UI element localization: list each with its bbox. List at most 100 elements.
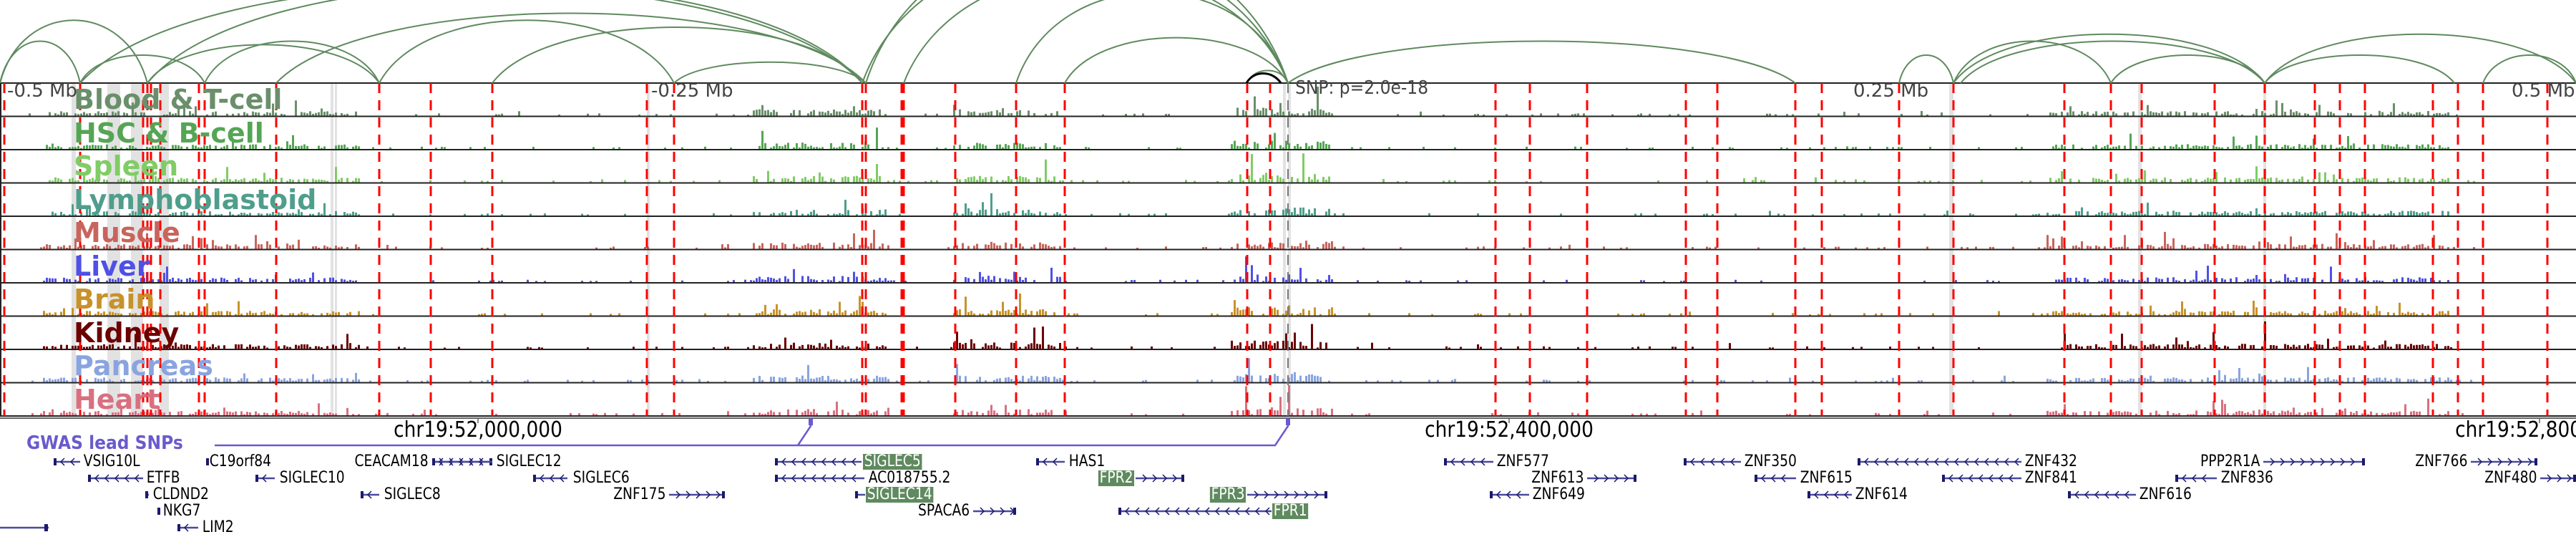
signal-bar: [2067, 344, 2069, 349]
signal-bar: [2347, 313, 2349, 316]
strand-arrow-icon: [448, 458, 454, 466]
signal-bar: [824, 380, 826, 382]
signal-bar: [323, 146, 326, 149]
gene-label[interactable]: PPP2R1A: [2200, 453, 2260, 470]
signal-bar: [2235, 212, 2238, 216]
signal-bar: [2215, 277, 2218, 282]
signal-bar: [2381, 412, 2384, 415]
signal-bar: [155, 410, 157, 415]
gene-label[interactable]: ZNF350: [1744, 453, 1797, 470]
signal-bar: [215, 145, 217, 149]
signal-bar: [1331, 113, 1333, 116]
signal-bar: [1102, 114, 1104, 116]
signal-bar: [292, 179, 294, 183]
gene-label[interactable]: SIGLEC5: [863, 453, 922, 470]
signal-bar: [1420, 111, 1422, 116]
signal-bar: [218, 345, 220, 349]
signal-bar: [175, 311, 177, 316]
strand-arrow-icon: [1943, 458, 1949, 466]
signal-bar: [226, 145, 228, 149]
signal-bar: [1242, 110, 1244, 116]
signal-bar: [100, 113, 102, 116]
gene-label[interactable]: CLDND2: [152, 485, 209, 503]
gene-label[interactable]: SIGLEC14: [866, 485, 934, 503]
gene-label[interactable]: FPR1: [1272, 502, 1309, 520]
signal-bar: [1039, 211, 1041, 216]
signal-bar: [89, 346, 91, 349]
gene-label[interactable]: SIGLEC12: [496, 453, 562, 470]
signal-bar: [2255, 109, 2258, 116]
signal-bar: [46, 313, 48, 316]
signal-bar: [1254, 142, 1256, 149]
gene-label[interactable]: ZNF613: [1531, 469, 1584, 487]
signal-bar: [163, 273, 165, 282]
gene-label[interactable]: ETFB: [146, 469, 180, 487]
signal-bar: [959, 342, 961, 349]
signal-bar: [870, 211, 872, 216]
signal-bar: [801, 246, 804, 249]
signal-bar: [859, 411, 861, 415]
signal-bar: [787, 142, 789, 149]
signal-bar: [63, 308, 65, 316]
gene-label[interactable]: ZNF836: [2220, 469, 2273, 487]
signal-bar: [2436, 344, 2438, 349]
signal-bar: [43, 281, 45, 282]
signal-bar: [870, 311, 872, 316]
signal-bar: [1909, 313, 1911, 316]
signal-bar: [987, 345, 990, 349]
gene-label[interactable]: LIM2: [202, 518, 234, 536]
signal-bar: [2381, 112, 2384, 116]
gene-label[interactable]: ZNF175: [613, 485, 666, 503]
gene-label[interactable]: ZNF616: [2139, 485, 2192, 503]
signal-bar: [2204, 311, 2206, 316]
signal-bar: [2158, 214, 2160, 216]
gene-label[interactable]: ZNF766: [2415, 453, 2468, 470]
gene-label[interactable]: SIGLEC8: [384, 485, 441, 503]
signal-bar: [2081, 147, 2083, 149]
gene-label[interactable]: VSIG10L: [83, 453, 140, 470]
signal-bar: [2270, 311, 2272, 316]
signal-bar: [2310, 145, 2312, 149]
signal-bar: [2201, 146, 2203, 149]
exon-block: [157, 508, 160, 515]
gene-label[interactable]: ZNF432: [2024, 453, 2077, 470]
gene-label[interactable]: ZNF615: [1800, 469, 1853, 487]
gene-model: [157, 508, 160, 515]
gene-label[interactable]: AC018755.2: [868, 469, 951, 487]
gene-label[interactable]: ZNF480: [2484, 469, 2537, 487]
gene-label[interactable]: ZNF614: [1855, 485, 1908, 503]
gene-label[interactable]: ZNF577: [1496, 453, 1549, 470]
signal-bar: [2221, 278, 2223, 282]
gene-label[interactable]: FPR2: [1098, 469, 1134, 487]
signal-bar: [1277, 112, 1279, 116]
gene-label[interactable]: HAS1: [1068, 453, 1106, 470]
gene-label[interactable]: NKG7: [162, 502, 201, 520]
signal-bar: [77, 345, 79, 349]
gene-label[interactable]: ZNF649: [1532, 485, 1585, 503]
signal-bar: [129, 180, 131, 183]
gene-label[interactable]: CEACAM18: [354, 453, 429, 470]
signal-bar: [2413, 312, 2415, 316]
signal-bar: [810, 145, 812, 149]
gene-label[interactable]: SIGLEC10: [279, 469, 345, 487]
signal-bar: [1016, 111, 1018, 116]
signal-bar: [183, 178, 185, 183]
gene-label[interactable]: FPR3: [1209, 485, 1246, 503]
signal-bar: [2444, 379, 2446, 382]
gene-label[interactable]: ZNF841: [2024, 469, 2077, 487]
signal-bar: [847, 412, 849, 415]
signal-bar: [793, 176, 795, 183]
exon-block: [775, 475, 778, 482]
gene-label[interactable]: C19orf84: [209, 453, 272, 470]
signal-bar: [2347, 377, 2349, 382]
signal-bar: [2298, 345, 2301, 349]
signal-bar: [1302, 380, 1304, 382]
signal-bar: [1823, 347, 1825, 349]
signal-bar: [810, 412, 812, 415]
gene-label[interactable]: SPACA6: [918, 502, 970, 520]
signal-bar: [1878, 247, 1880, 249]
signal-bar: [1254, 180, 1256, 183]
gene-label[interactable]: SIGLEC6: [572, 469, 630, 487]
signal-bar: [2198, 213, 2200, 216]
